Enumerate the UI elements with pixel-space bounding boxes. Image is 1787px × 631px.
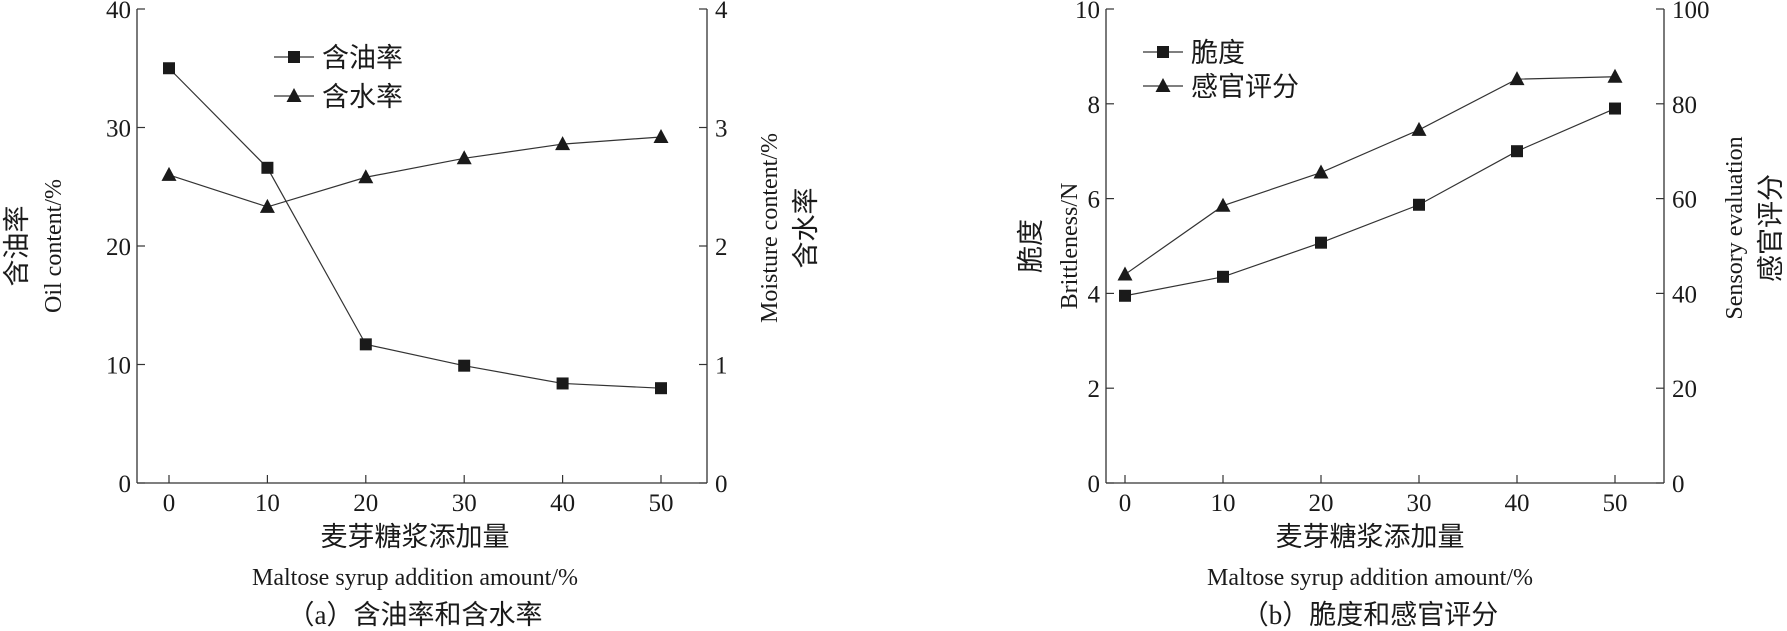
y-tick-label: 10	[106, 353, 131, 380]
series-line	[1124, 76, 1616, 275]
y-axis-label-en: Oil content/%	[41, 179, 67, 313]
data-point	[1607, 68, 1623, 83]
data-point	[1609, 102, 1621, 115]
series-line	[168, 67, 662, 389]
legend-label: 感官评分	[1191, 72, 1299, 102]
data-point	[555, 136, 571, 151]
data-point	[161, 166, 177, 181]
series-line	[168, 136, 662, 208]
y-tick-label: 6	[1088, 187, 1101, 214]
data-point	[458, 359, 471, 372]
y-tick-label: 40	[106, 0, 131, 24]
data-point	[1217, 270, 1229, 283]
square-marker-icon	[1157, 46, 1169, 58]
y2-tick-label: 2	[715, 234, 728, 261]
y2-tick-label: 20	[1672, 376, 1697, 403]
y2-tick-label: 60	[1672, 187, 1697, 214]
data-point	[456, 150, 472, 165]
x-axis-label-cn: 麦芽糖浆添加量	[1276, 522, 1465, 552]
y2-axis-label-en: Sensory evaluation	[1722, 136, 1748, 319]
y2-tick-label: 1	[715, 353, 728, 380]
y2-axis-label-cn: 含水率	[791, 188, 821, 269]
x-tick-label: 10	[1211, 490, 1236, 517]
data-point	[1313, 164, 1329, 179]
y2-tick-label: 100	[1672, 0, 1710, 24]
y2-axis-label-cn: 感官评分	[1756, 174, 1786, 282]
data-point	[1215, 197, 1231, 212]
x-tick-label: 10	[255, 490, 280, 517]
y2-axis-label-en: Moisture content/%	[757, 133, 783, 323]
legend-label: 脆度	[1191, 38, 1245, 68]
legend-item: 脆度	[1143, 38, 1245, 68]
x-tick-label: 50	[649, 490, 674, 517]
x-tick-label: 20	[353, 490, 378, 517]
square-marker-icon	[288, 51, 300, 63]
y-axis-label-en: Brittleness/N	[1057, 183, 1083, 310]
data-point	[1413, 198, 1425, 211]
data-point	[653, 128, 669, 143]
data-point	[359, 338, 372, 351]
series-1	[1119, 102, 1621, 302]
data-point	[1411, 121, 1427, 136]
triangle-marker-icon	[286, 88, 302, 102]
x-tick-label: 50	[1603, 490, 1628, 517]
series-1	[163, 62, 667, 395]
legend-item: 含水率	[274, 82, 403, 112]
x-tick-label: 40	[550, 490, 575, 517]
legend-item: 含油率	[274, 43, 403, 73]
chart-caption: （a）含油率和含水率	[288, 600, 543, 630]
triangle-marker-icon	[1155, 78, 1171, 92]
chart-caption: （b）脆度和感官评分	[1242, 600, 1499, 630]
data-point	[655, 382, 667, 395]
y-tick-label: 0	[119, 471, 132, 498]
data-point	[259, 198, 275, 213]
data-point	[556, 377, 569, 390]
series-2	[161, 128, 669, 213]
y2-tick-label: 0	[715, 471, 728, 498]
x-axis-label-en: Maltose syrup addition amount/%	[1207, 565, 1533, 591]
y-axis-label-cn: 含油率	[2, 206, 32, 287]
x-tick-label: 40	[1505, 490, 1530, 517]
series-2	[1117, 68, 1623, 281]
y-tick-label: 30	[106, 116, 131, 143]
y2-tick-label: 3	[715, 116, 728, 143]
y2-tick-label: 4	[715, 0, 728, 24]
y-tick-label: 4	[1088, 281, 1101, 308]
data-point	[163, 62, 175, 75]
y-tick-label: 2	[1088, 376, 1101, 403]
y-tick-label: 20	[106, 234, 131, 261]
x-axis-label-cn: 麦芽糖浆添加量	[321, 522, 510, 552]
data-point	[1511, 145, 1523, 158]
x-axis-label-en: Maltose syrup addition amount/%	[252, 565, 578, 591]
y-tick-label: 8	[1088, 92, 1101, 119]
series-line	[1124, 107, 1616, 297]
y-tick-label: 10	[1075, 0, 1100, 24]
x-tick-label: 30	[1407, 490, 1432, 517]
data-point	[358, 169, 374, 184]
y2-tick-label: 40	[1672, 281, 1697, 308]
x-tick-label: 0	[163, 490, 176, 517]
data-point	[1509, 71, 1525, 86]
legend-label: 含油率	[322, 43, 403, 73]
data-point	[1119, 289, 1131, 302]
data-point	[1117, 266, 1133, 281]
x-tick-label: 20	[1309, 490, 1334, 517]
legend-label: 含水率	[322, 82, 403, 112]
data-point	[1315, 236, 1327, 249]
y2-tick-label: 0	[1672, 471, 1685, 498]
data-point	[261, 161, 274, 174]
chart-a: 0 10 20 30 40 50 0 10 20 30 40 0 1 2 3 4 含油率 Oil content/…	[2, 0, 821, 630]
legend-item: 感官评分	[1143, 72, 1299, 102]
y-tick-label: 0	[1088, 471, 1101, 498]
x-tick-label: 0	[1119, 490, 1132, 517]
y-axis-label-cn: 脆度	[1016, 219, 1046, 273]
y2-tick-label: 80	[1672, 92, 1697, 119]
x-tick-label: 30	[452, 490, 477, 517]
